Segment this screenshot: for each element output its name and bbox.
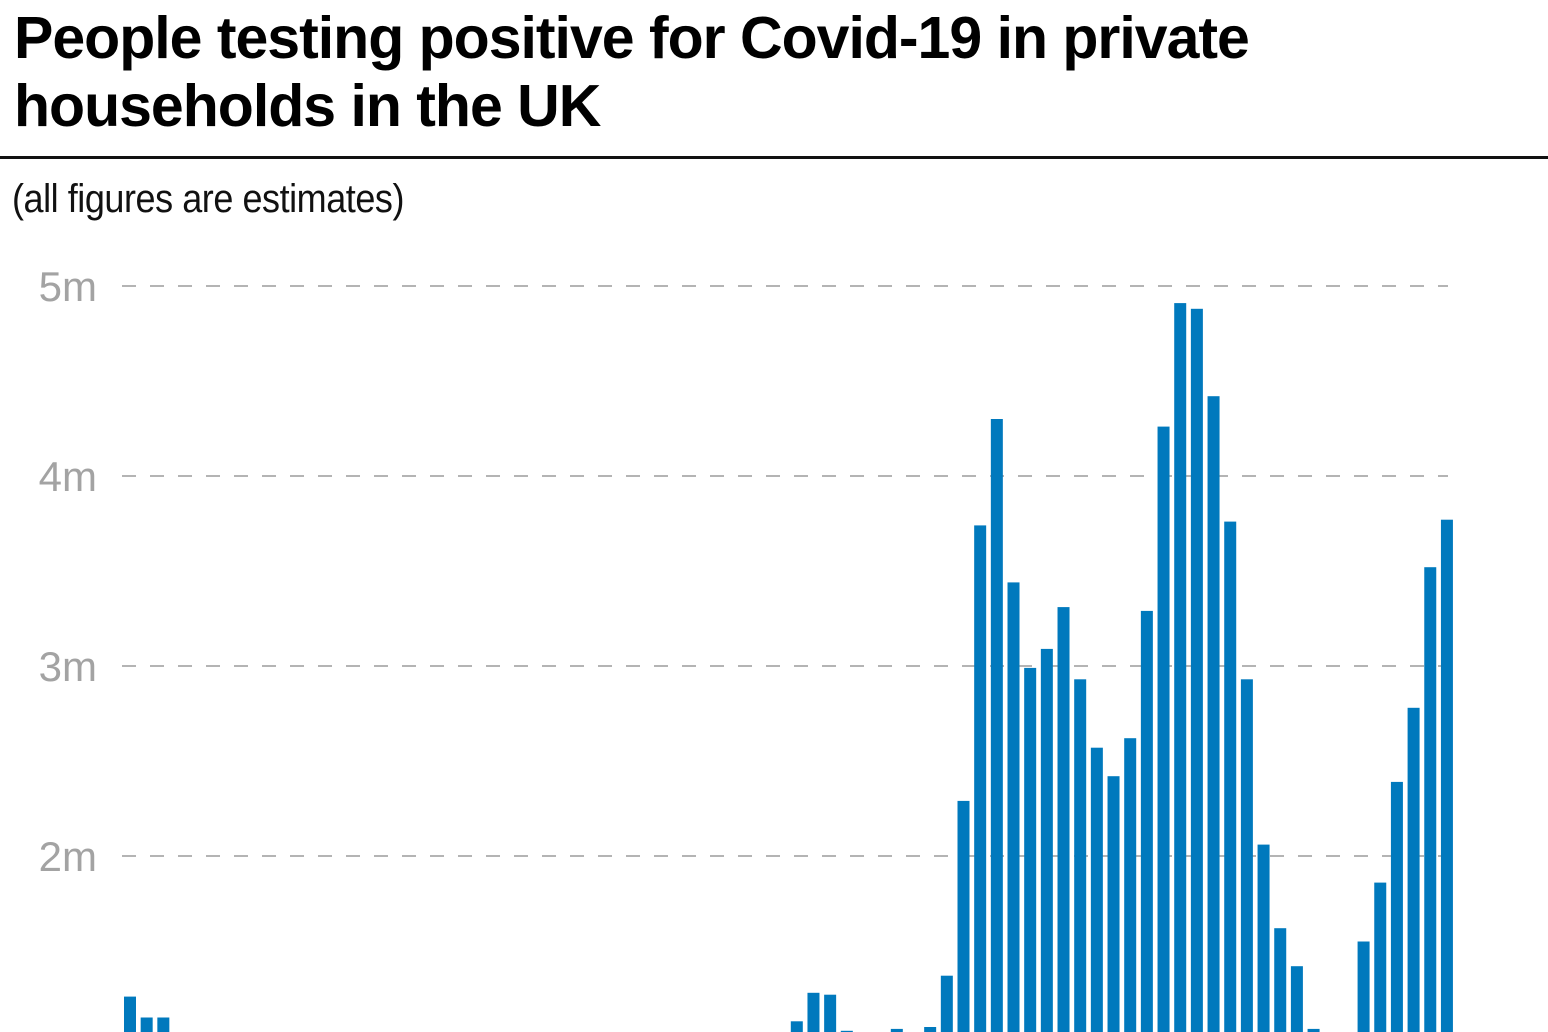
y-tick-label: 3m	[39, 643, 97, 690]
bar	[1190, 308, 1203, 1032]
bar	[1357, 941, 1370, 1032]
bar	[890, 1028, 903, 1032]
bar	[840, 1030, 853, 1032]
bar	[1440, 519, 1453, 1032]
bar	[1257, 844, 1270, 1032]
chart-title: People testing positive for Covid-19 in …	[14, 5, 1250, 139]
bar	[1007, 582, 1020, 1032]
bar	[1024, 667, 1037, 1032]
bar	[1307, 1028, 1320, 1032]
bar	[157, 1017, 170, 1032]
bar	[1240, 679, 1253, 1032]
bar	[824, 994, 837, 1032]
bar	[1174, 303, 1187, 1032]
bar	[974, 525, 987, 1032]
y-tick-label: 1m	[39, 1023, 97, 1032]
bar	[1290, 966, 1303, 1032]
bar	[1207, 396, 1220, 1032]
bar	[1390, 781, 1403, 1032]
y-tick-label: 2m	[39, 833, 97, 880]
bar	[124, 996, 136, 1032]
bar	[1157, 426, 1170, 1032]
bar	[1124, 738, 1137, 1032]
bar	[924, 1027, 937, 1032]
bar	[1424, 567, 1437, 1032]
bar	[990, 419, 1003, 1032]
bar	[940, 975, 953, 1032]
bar	[1074, 679, 1087, 1032]
bar	[1224, 521, 1237, 1032]
bar	[1374, 882, 1387, 1032]
title-divider	[0, 156, 1548, 159]
bars	[124, 303, 1453, 1032]
bar	[1407, 707, 1420, 1032]
bar	[790, 1021, 803, 1032]
chart-subtitle: (all figures are estimates)	[12, 177, 404, 221]
bar	[1057, 607, 1070, 1032]
bar	[957, 800, 970, 1032]
y-tick-label: 4m	[39, 453, 97, 500]
y-axis-tick-labels: 1m 2m 3m 4m 5m	[39, 263, 97, 1032]
y-tick-label: 5m	[39, 263, 97, 310]
bar	[1107, 776, 1120, 1032]
bar	[140, 1017, 153, 1032]
bar	[1140, 610, 1153, 1032]
bar	[1090, 747, 1103, 1032]
bar	[1274, 928, 1287, 1032]
bar	[1040, 648, 1053, 1032]
bar	[807, 992, 820, 1032]
